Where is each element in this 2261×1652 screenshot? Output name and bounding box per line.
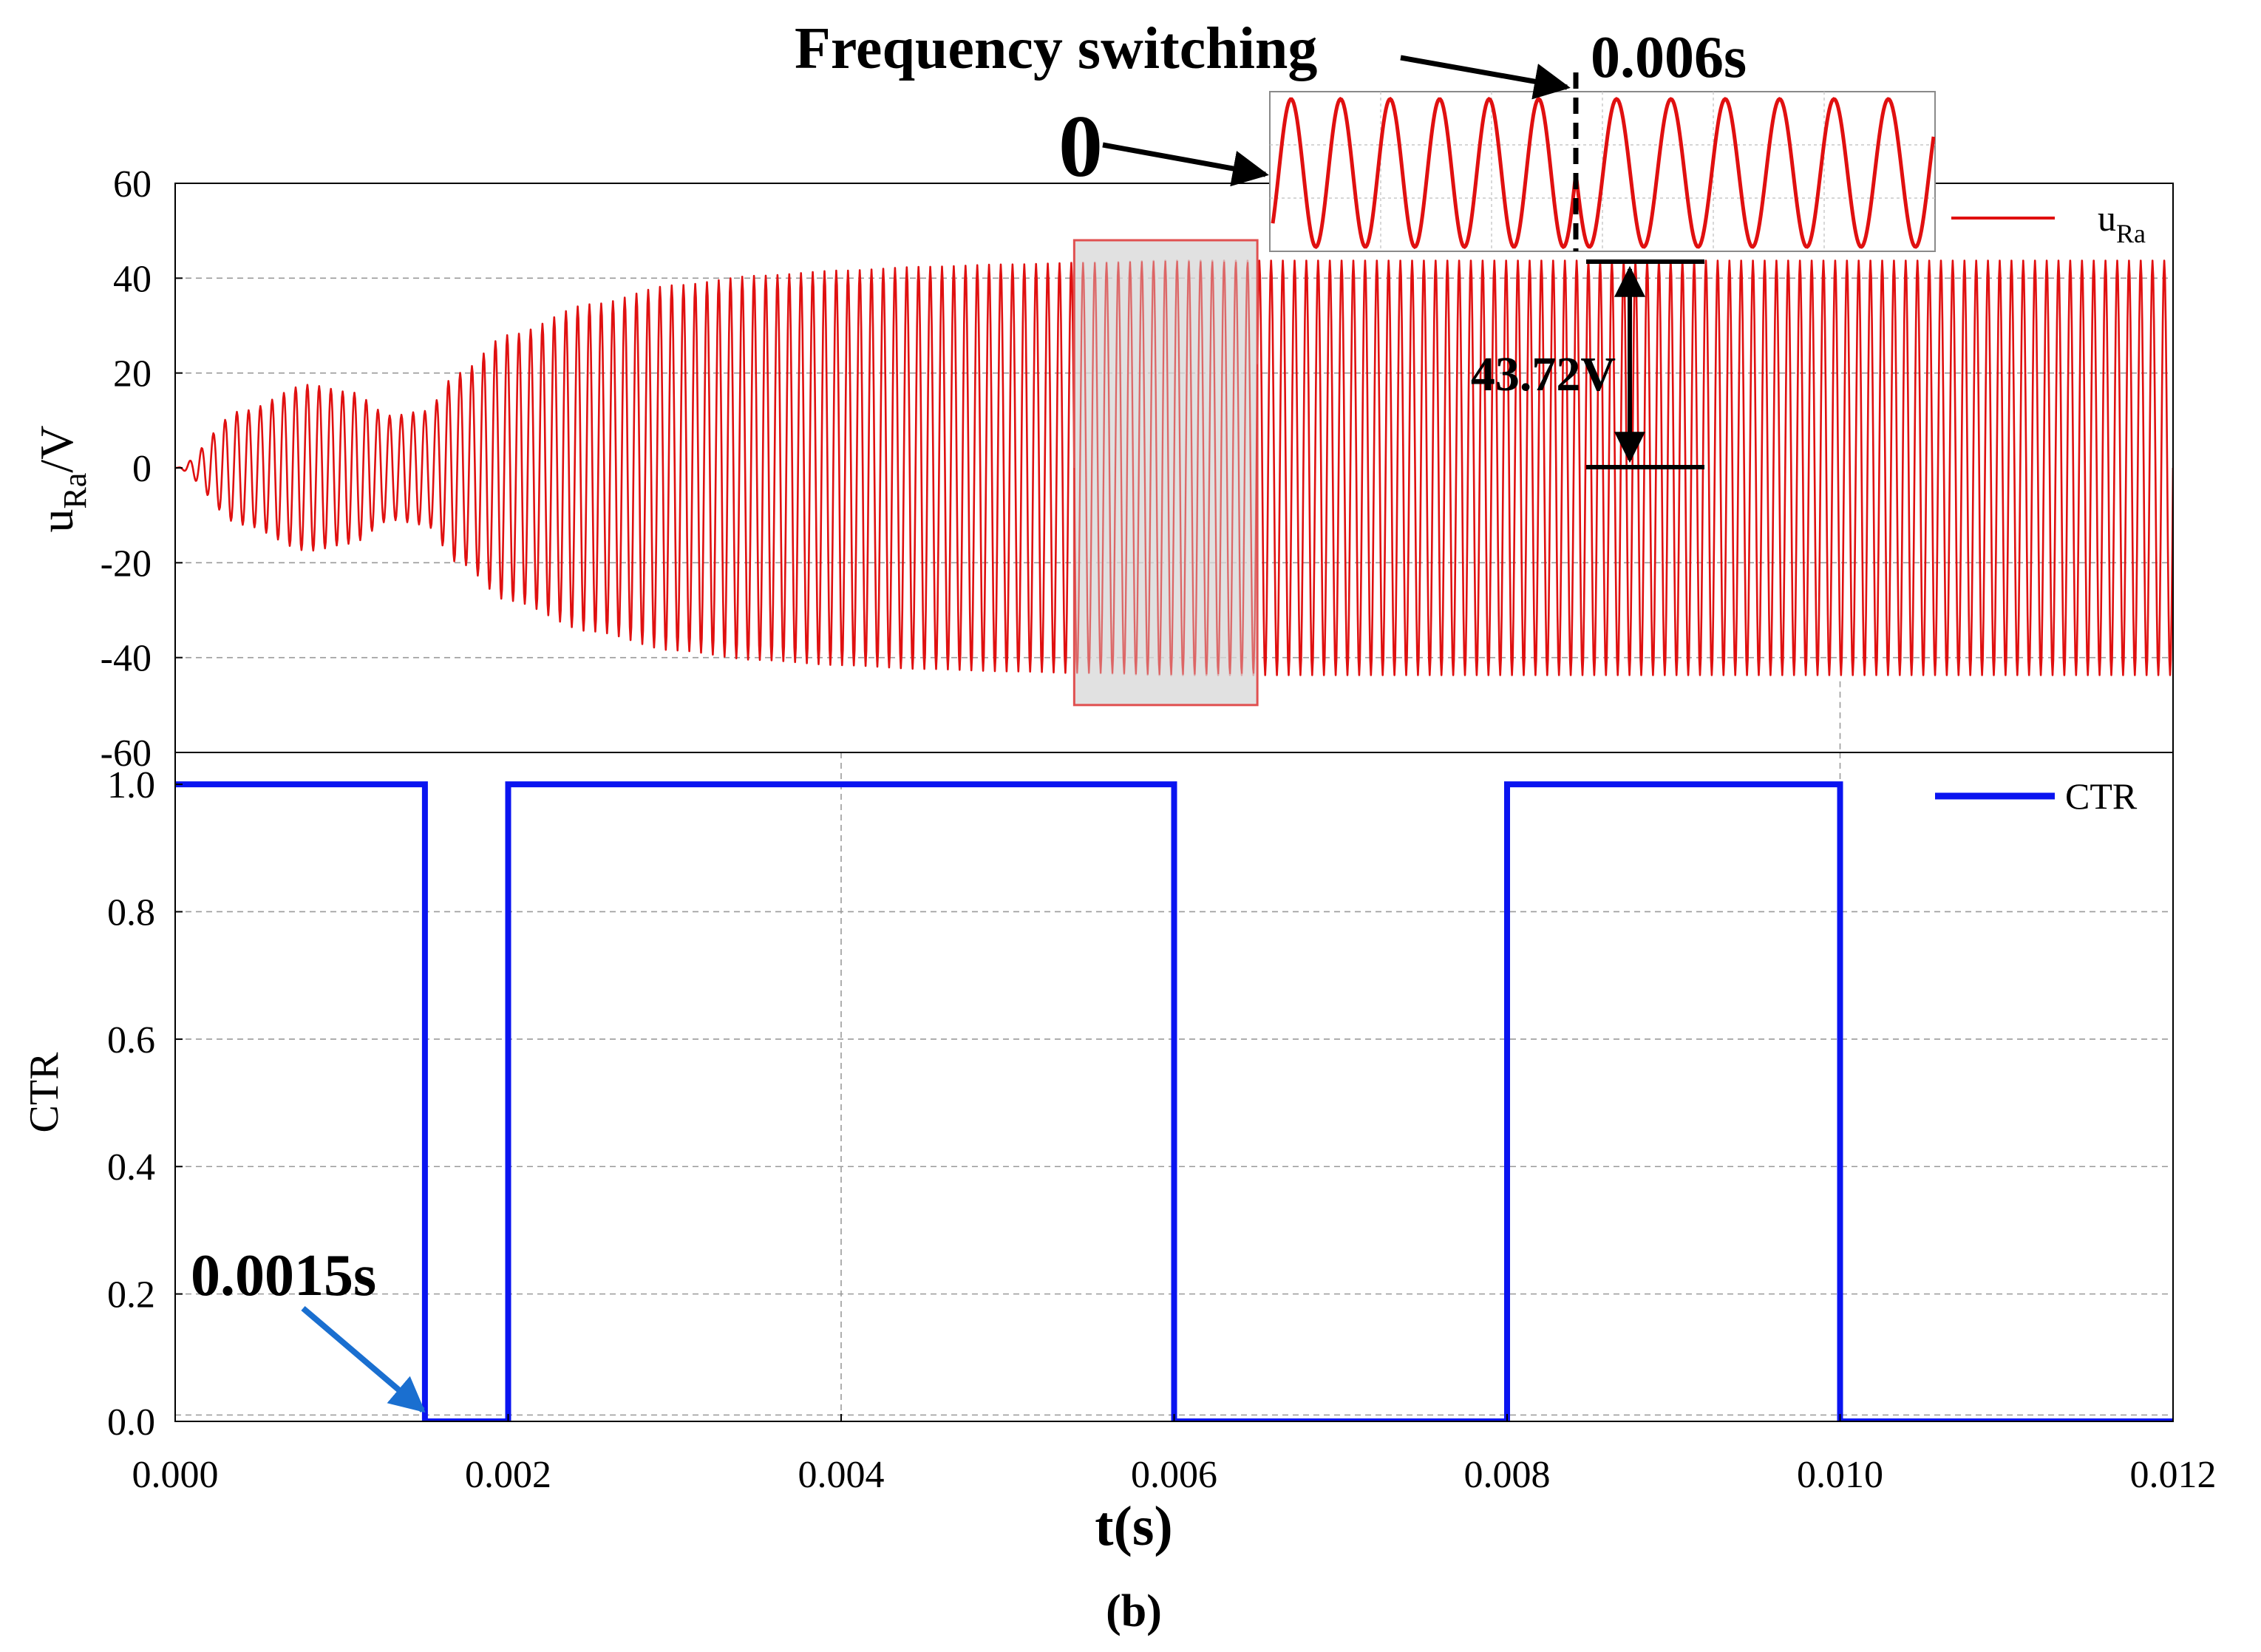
legend-ctr-label: CTR (2065, 775, 2138, 817)
legend-ura-main: u (2098, 197, 2116, 239)
top-ytick-label-2: 20 (113, 353, 152, 395)
top-ytick-label-6: -60 (101, 732, 152, 775)
top-ytick-label-3: 0 (132, 448, 152, 490)
top-legend: uRa (1951, 197, 2146, 248)
zoom-highlight-window (1072, 239, 1259, 707)
x-tick-label-6: 0.012 (2130, 1454, 2217, 1496)
inset-zero-arrow (1102, 142, 1269, 187)
x-axis-label: t(s) (1095, 1495, 1173, 1557)
bottom-ytick-label-5: 0.0 (107, 1401, 155, 1444)
top-y-label-sub: Ra (57, 473, 93, 509)
bottom-ytick-label-1: 0.8 (107, 891, 155, 934)
amplitude-label: 43.72V (1471, 347, 1616, 401)
x-tick-label-0: 0.000 (132, 1454, 219, 1496)
frequency-switching-label: Frequency switching (795, 16, 1317, 81)
figure-label: (b) (1106, 1586, 1162, 1636)
top-ytick-label-0: 60 (113, 163, 152, 205)
x-tick-label-1: 0.002 (465, 1454, 551, 1496)
inset-grid (1270, 92, 1935, 251)
bottom-legend: CTR (1935, 775, 2138, 817)
switch-time-label: 0.006s (1591, 25, 1747, 90)
top-y-ticks: 60 40 20 0 -20 -40 -60 (101, 163, 183, 775)
x-tick-label-4: 0.008 (1464, 1454, 1551, 1496)
x-tick-label-3: 0.006 (1131, 1454, 1217, 1496)
bottom-ytick-label-2: 0.6 (107, 1019, 155, 1061)
top-ytick-label-5: -40 (101, 638, 152, 680)
bottom-y-axis-label: CTR (21, 1052, 67, 1133)
ctr-signal-trace (175, 781, 2173, 1421)
inset-zero-label: 0 (1058, 97, 1103, 195)
frequency-switching-arrow (1400, 55, 1571, 100)
top-y-axis-label: uRa/V (30, 426, 93, 533)
bottom-ytick-label-3: 0.4 (107, 1146, 155, 1189)
bottom-ytick-label-0: 1.0 (107, 764, 155, 806)
bottom-y-ticks: 1.0 0.8 0.6 0.4 0.2 0.0 (107, 764, 183, 1444)
ctr-drop-arrow (301, 1305, 426, 1413)
ctr-drop-label: 0.0015s (191, 1243, 376, 1308)
x-tick-label-2: 0.004 (798, 1454, 885, 1496)
x-tick-label-5: 0.010 (1797, 1454, 1883, 1496)
top-ytick-label-4: -20 (101, 543, 152, 585)
top-y-label-main: u (30, 509, 83, 532)
legend-ura-sub: Ra (2116, 219, 2146, 248)
inset-zoom (1269, 72, 1936, 252)
inset-signal-trace (1271, 97, 1935, 249)
highlight-signal-trace (1073, 261, 1259, 675)
legend-ura-label: uRa (2098, 197, 2146, 248)
top-ytick-label-1: 40 (113, 258, 152, 300)
top-y-label-unit: /V (30, 426, 83, 473)
amplitude-dimension: 43.72V (1471, 259, 1704, 469)
bottom-x-ticks: 0.000 0.002 0.004 0.006 0.008 0.010 0.012 (132, 1414, 2217, 1496)
bottom-ytick-label-4: 0.2 (107, 1274, 155, 1316)
